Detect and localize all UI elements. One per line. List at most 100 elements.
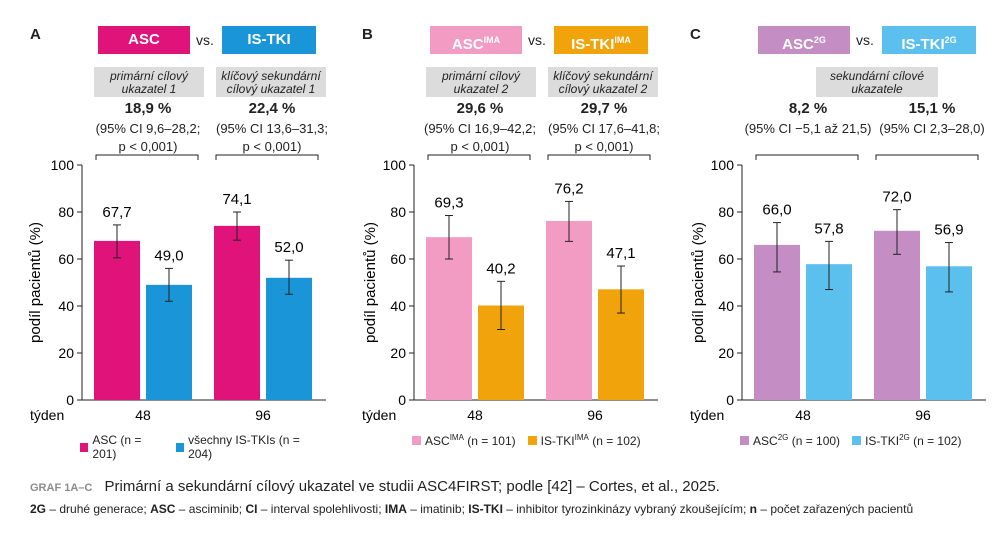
data-label: 56,9 bbox=[934, 222, 963, 239]
endpoint-label: primární cílový ukazatel 2 bbox=[426, 67, 536, 97]
p-value: p < 0,001) bbox=[118, 139, 178, 154]
comparison-bracket bbox=[755, 154, 859, 160]
comparison-bracket bbox=[547, 154, 651, 160]
figure-caption: GRAF 1A–C Primární a sekundární cílový u… bbox=[30, 478, 720, 495]
superscript: IMA bbox=[483, 35, 501, 45]
comparison-bracket bbox=[215, 154, 319, 160]
figure-label: GRAF 1A–C bbox=[30, 482, 93, 494]
left-arm-tag: ASCIMA bbox=[430, 26, 522, 54]
y-tick-label: 80 bbox=[718, 204, 734, 220]
abbreviation-definition: – druhé generace; bbox=[46, 502, 151, 516]
comparison-bracket bbox=[875, 154, 979, 160]
legend: ASC (n = 201) všechny IS-TKIs (n = 204) bbox=[80, 433, 330, 461]
abbreviation-key: ASC bbox=[150, 502, 176, 516]
y-tick-label: 20 bbox=[390, 345, 406, 361]
y-axis-title: podíl pacientů (%) bbox=[27, 222, 44, 343]
abbreviation-key: CI bbox=[245, 502, 258, 516]
data-label: 72,0 bbox=[882, 189, 911, 206]
y-tick-label: 100 bbox=[383, 157, 407, 173]
abbreviation-key: IMA bbox=[384, 502, 407, 516]
legend: ASC2G (n = 100) IS-TKI2G (n = 102) bbox=[740, 433, 973, 448]
abbreviation-definition: – imatinib; bbox=[406, 502, 469, 516]
x-tick-label: 96 bbox=[587, 407, 603, 423]
superscript: IMA bbox=[449, 433, 464, 442]
abbreviation-note: 2G – druhé generace; ASC – asciminib; CI… bbox=[30, 502, 913, 516]
panel-b: B ASCIMA vs. IS-TKIIMA primární cílový ukaza… bbox=[332, 0, 662, 460]
bar bbox=[214, 225, 260, 400]
x-tick-label: 96 bbox=[915, 407, 931, 423]
p-value: p < 0,001) bbox=[242, 139, 302, 154]
data-label: 69,3 bbox=[434, 195, 463, 212]
y-tick-label: 40 bbox=[58, 298, 74, 314]
p-value: p < 0,001) bbox=[574, 139, 634, 154]
abbreviation-definition: – asciminib; bbox=[175, 502, 246, 516]
endpoint-label: klíčový sekundární cílový ukazatel 1 bbox=[216, 67, 326, 97]
y-axis-title: podíl pacientů (%) bbox=[362, 222, 379, 343]
ci-range: (95% CI 17,6–41,8; bbox=[547, 121, 661, 136]
legend-text: ASC (n = 201) bbox=[92, 433, 142, 461]
legend: ASCIMA (n = 101) IS-TKIIMA (n = 102) bbox=[412, 433, 653, 448]
confidence-interval: (95% CI 16,9–42,2; p < 0,001) bbox=[410, 120, 550, 156]
confidence-interval: (95% CI −5,1 až 21,5) bbox=[738, 120, 878, 138]
y-tick-label: 80 bbox=[58, 204, 74, 220]
data-label: 52,0 bbox=[274, 239, 303, 256]
ci-range: (95% CI 13,6–31,3; bbox=[215, 121, 329, 136]
difference-value: 8,2 % bbox=[788, 100, 828, 117]
p-value: p < 0,001) bbox=[450, 139, 510, 154]
comparison-bracket bbox=[427, 154, 531, 160]
vs-label: vs. bbox=[196, 32, 214, 48]
panel-a: A ASC vs. IS-TKI primární cílový ukazatel 1 1… bbox=[0, 0, 330, 461]
y-tick-label: 100 bbox=[51, 157, 75, 173]
panel-letter: C bbox=[690, 26, 701, 43]
y-tick-label: 20 bbox=[718, 345, 734, 361]
legend-item: ASC (n = 201) bbox=[80, 433, 164, 461]
abbreviation-key: IS-TKI bbox=[468, 502, 503, 516]
bar-chart: 0 20 40 60 80 100 podíl pacientů (%) týden 67,7 4… bbox=[27, 154, 326, 423]
right-arm-tag: IS-TKIIMA bbox=[554, 26, 648, 54]
data-label: 49,0 bbox=[154, 247, 183, 264]
difference-value: 15,1 % bbox=[908, 100, 956, 117]
x-tick-label: 96 bbox=[255, 407, 271, 423]
x-axis-title: týden bbox=[690, 407, 724, 423]
bar bbox=[426, 237, 472, 400]
data-label: 57,8 bbox=[814, 220, 843, 237]
y-tick-label: 60 bbox=[390, 251, 406, 267]
superscript: 2G bbox=[899, 433, 910, 442]
legend-text: všechny IS-TKIs (n = 204) bbox=[188, 433, 300, 461]
data-label: 40,2 bbox=[486, 260, 515, 277]
bar bbox=[146, 284, 192, 400]
left-arm-tag: ASC2G bbox=[758, 26, 850, 54]
confidence-interval: (95% CI 17,6–41,8; p < 0,001) bbox=[534, 120, 674, 156]
legend-text: IS-TKIIMA (n = 102) bbox=[540, 433, 641, 448]
abbreviation-definition: – inhibitor tyrozinkinázy vybraný zkouše… bbox=[502, 502, 750, 516]
data-label: 76,2 bbox=[554, 180, 583, 197]
legend-item: ASCIMA (n = 101) bbox=[412, 433, 516, 448]
ci-range: (95% CI 9,6–28,2; bbox=[95, 121, 201, 136]
legend-swatch bbox=[80, 442, 89, 452]
y-tick-label: 20 bbox=[58, 345, 74, 361]
y-tick-label: 60 bbox=[58, 251, 74, 267]
y-tick-label: 100 bbox=[711, 157, 735, 173]
abbreviation-definition: – počet zařazených pacientů bbox=[757, 502, 914, 516]
bar bbox=[874, 230, 920, 400]
superscript: 2G bbox=[944, 35, 957, 45]
right-arm-tag: IS-TKI bbox=[222, 26, 316, 54]
legend-text: ASC2G (n = 100) bbox=[753, 433, 841, 448]
bar-chart: 0 20 40 60 80 100 podíl pacientů (%) týden 66,0 5… bbox=[690, 154, 986, 423]
difference-value: 18,9 % bbox=[124, 100, 172, 117]
superscript: 2G bbox=[777, 433, 789, 442]
left-arm-tag: ASC bbox=[98, 26, 190, 54]
legend-item: všechny IS-TKIs (n = 204) bbox=[175, 433, 318, 461]
legend-item: ASC2G (n = 100) bbox=[740, 433, 840, 448]
ci-range: (95% CI 16,9–42,2; bbox=[423, 121, 537, 136]
difference-value: 29,7 % bbox=[580, 100, 628, 117]
x-tick-label: 48 bbox=[467, 407, 483, 423]
y-tick-label: 40 bbox=[390, 298, 406, 314]
legend-text: IS-TKI2G (n = 102) bbox=[865, 433, 962, 448]
y-tick-label: 60 bbox=[718, 251, 734, 267]
abbreviation-key: n bbox=[749, 502, 758, 516]
endpoint-label: sekundární cílové ukazatele bbox=[816, 67, 938, 97]
legend-swatch bbox=[412, 436, 421, 445]
confidence-interval: (95% CI 13,6–31,3; p < 0,001) bbox=[202, 120, 342, 156]
comparison-bracket bbox=[95, 154, 199, 160]
